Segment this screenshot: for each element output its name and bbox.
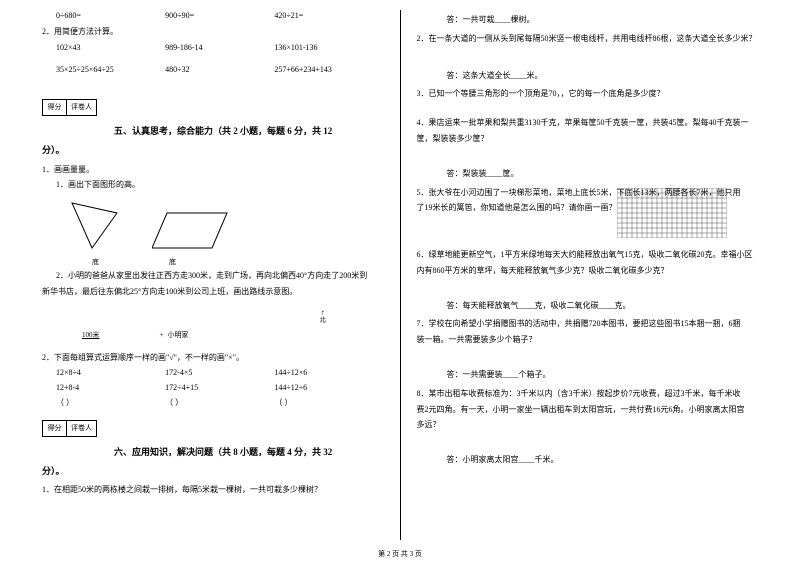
- section-6-line: 六、应用知识，解决问题（共 8 小题，每题 4 分，共 32: [42, 445, 384, 460]
- arith-row-2: 102×43 989-186-14 136×101-136: [42, 42, 384, 55]
- q2-2c: 144÷12÷6: [274, 382, 383, 395]
- rq4-l2: 筐，梨装装多少筐？: [417, 133, 759, 146]
- arith-2b: 989-186-14: [165, 42, 274, 55]
- q2-row3: （ ） （ ） （ ）: [42, 397, 384, 410]
- answer-2: 答：这条大道全长____米。: [447, 70, 759, 83]
- arith-2a: 102×43: [56, 42, 165, 55]
- problem-2-title: 2．用简便方法计算。: [42, 26, 384, 39]
- arith-3c: 257+66+234+143: [274, 64, 383, 77]
- shape-label-2: 底: [169, 257, 176, 268]
- score-box-2: 得分 评卷人: [42, 420, 97, 437]
- rq2: 2．在一条大道的一侧从头到尾每隔50米竖一根电线杆，共用电线杆86根，这条大道全…: [417, 33, 759, 46]
- section-5-end: 分）。: [42, 143, 384, 157]
- rq6-l1: 6．绿草地能更新空气，1平方米绿地每天大约能释放出氧气15克，吸收二氧化碳20克…: [417, 249, 759, 262]
- scale-indicator: 100米: [82, 330, 100, 341]
- rq4-l1: 4．果店运来一批苹果和梨共重3130千克，苹果每筐50千克装一筐，共装45筐。梨…: [417, 117, 759, 130]
- grader-label: 评卷人: [67, 100, 96, 115]
- arith-2c: 136×101-136: [274, 42, 383, 55]
- arith-row-1: 0÷680= 900÷90= 420÷21=: [42, 10, 384, 23]
- q2-3b: （ ）: [165, 397, 274, 410]
- section-5-title: 五、认真思考，综合能力（共 2 小题，每题 6 分，共 12: [114, 126, 332, 136]
- arith-1c: 420÷21=: [274, 10, 383, 23]
- score-label-2: 得分: [43, 421, 67, 436]
- q1-sub1: 1．画出下面图形的高。: [42, 179, 384, 192]
- page-footer: 第 2 页 共 3 页: [0, 549, 800, 559]
- score-label: 得分: [43, 100, 67, 115]
- section-6-end: 分）。: [42, 464, 384, 478]
- parallelogram-shape: [152, 208, 232, 253]
- q2-3a: （ ）: [56, 397, 165, 410]
- q1-sub2-l2: 新华书店，最后往东偏北25°方向走100米到公司上班，画出路线示意图。: [42, 286, 384, 299]
- answer-6: 答：每天能释放氧气____克，吸收二氧化碳____克。: [447, 300, 759, 313]
- q2-row2: 12+8-4 172÷4+15 144÷12÷6: [42, 382, 384, 395]
- rq7-l2: 装一箱。一共需要装多少个箱子？: [417, 334, 759, 347]
- grid-pattern: [617, 188, 727, 238]
- q1-sub2-l1: 2．小明的爸爸从家里出发往正西方走300米，走到广场，再向北偏西40°方向走了2…: [42, 270, 384, 283]
- answer-1: 答：一共可栽____棵树。: [447, 14, 759, 27]
- rq7-l1: 7．学校在向希望小学捐赠图书的活动中，共捐赠720本图书，要把这些图书15本捆一…: [417, 318, 759, 331]
- answer-7: 答：一共需要装____个箱子。: [447, 369, 759, 382]
- q2-1a: 12×8÷4: [56, 367, 165, 380]
- page-container: 0÷680= 900÷90= 420÷21= 2．用简便方法计算。 102×43…: [0, 0, 800, 540]
- q1-title: 1．画画量量。: [42, 164, 384, 177]
- rq8-l3: 多远？: [417, 419, 759, 432]
- north-label: 北: [262, 317, 384, 327]
- arith-1b: 900÷90=: [165, 10, 274, 23]
- right-column: 答：一共可栽____棵树。 2．在一条大道的一侧从头到尾每隔50米竖一根电线杆，…: [405, 10, 771, 540]
- grader-label-2: 评卷人: [67, 421, 96, 436]
- q2-3c: （ ）: [274, 397, 383, 410]
- plus-icon: +: [160, 330, 164, 341]
- arith-3a: 35×25÷25×64÷25: [56, 64, 165, 77]
- answer-4: 答：梨装装____筐。: [447, 168, 759, 181]
- left-column: 0÷680= 900÷90= 420÷21= 2．用简便方法计算。 102×43…: [30, 10, 396, 540]
- scale-label: 100米: [82, 330, 100, 341]
- q2-row1: 12×8÷4 172-4×5 144÷12×6: [42, 367, 384, 380]
- section-5-line: 五、认真思考，综合能力（共 2 小题，每题 6 分，共 12: [42, 124, 384, 139]
- score-box-1: 得分 评卷人: [42, 99, 97, 116]
- answer-8: 答：小明家离太阳宫____千米。: [447, 454, 759, 467]
- rq8-l2: 费2元四角。有一天，小明一家坐一辆出租车到太阳宫玩，一共付费16元6角。小明家离…: [417, 404, 759, 417]
- q6-1: 1．在相距50米的两栋楼之间栽一排树，每隔5米栽一棵树，一共可栽多少棵树？: [42, 484, 384, 497]
- q2-title: 2．下面每组算式运算顺序一样的画"√"，不一样的画"×"。: [42, 352, 384, 365]
- rq6-l2: 内有860平方米的草坪，每天能释放氧气多少克？吸收二氧化碳多少克？: [417, 265, 759, 278]
- rq8-l1: 8．某市出租车收费标准为：3千米以内（含3千米）按起步价7元收费，超过3千米，每…: [417, 388, 759, 401]
- shape-label-1: 底: [92, 257, 99, 268]
- section-6-title: 六、应用知识，解决问题（共 8 小题，每题 4 分，共 32: [114, 447, 332, 457]
- arith-1a: 0÷680=: [56, 10, 165, 23]
- home-label: 小明家: [167, 330, 188, 341]
- score-table-1: 得分 评卷人: [42, 91, 384, 120]
- arith-3b: 480÷32: [165, 64, 274, 77]
- score-table-2: 得分 评卷人: [42, 412, 384, 441]
- q2-1b: 172-4×5: [165, 367, 274, 380]
- q2-2a: 12+8-4: [56, 382, 165, 395]
- north-indicator: ↑ 北: [262, 307, 384, 326]
- q2-1c: 144÷12×6: [274, 367, 383, 380]
- triangle-shape: [62, 198, 122, 253]
- arith-row-3: 35×25÷25×64÷25 480÷32 257+66+234+143: [42, 64, 384, 77]
- shapes-container: [62, 198, 384, 253]
- q2-2b: 172÷4+15: [165, 382, 274, 395]
- map-legend: 100米 + 小明家: [82, 330, 384, 341]
- home-indicator: + 小明家: [160, 330, 189, 341]
- column-divider: [400, 10, 401, 540]
- shape-labels: 底 底: [92, 257, 384, 268]
- rq3: 3．已知一个等腰三角形的一个顶角是70，，它的每一个底角是多少度？: [417, 88, 759, 101]
